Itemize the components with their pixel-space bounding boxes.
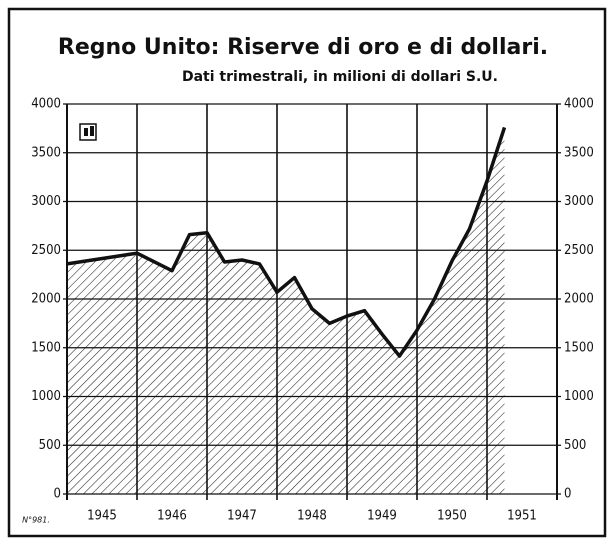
- y-tick-label: 4000: [31, 97, 61, 112]
- x-tick-label: 1950: [437, 509, 467, 524]
- y2-tick-label: 3500: [564, 145, 594, 160]
- y2-tick-label: 3000: [564, 194, 594, 209]
- chart-subtitle: Dati trimestrali, in milioni di dollari …: [182, 69, 498, 85]
- y-tick-label: 3000: [31, 194, 61, 209]
- y2-tick-label: 0: [564, 487, 571, 502]
- icon: [79, 123, 97, 141]
- y-tick-label: 1000: [31, 389, 61, 404]
- x-tick-label: 1946: [157, 509, 187, 524]
- y-tick-label: 3500: [31, 145, 61, 160]
- y2-tick-label: 4000: [564, 97, 594, 112]
- y-tick-label: 1500: [31, 340, 61, 355]
- y2-tick-label: 1000: [564, 389, 594, 404]
- y-tick-label: 0: [54, 487, 61, 502]
- y2-tick-label: 2500: [564, 243, 594, 258]
- y-tick-label: 2500: [31, 243, 61, 258]
- y2-tick-label: 500: [564, 438, 586, 453]
- x-tick-label: 1951: [507, 509, 537, 524]
- frame: [7, 7, 607, 538]
- line: [66, 126, 507, 358]
- x-tick-label: 1947: [227, 509, 257, 524]
- y-tick-label: 500: [39, 438, 61, 453]
- chart-title: Regno Unito: Riserve di oro e di dollari…: [58, 35, 548, 60]
- x-tick-label: 1949: [367, 509, 397, 524]
- y2-tick-label: 1500: [564, 340, 594, 355]
- y2-tick-label: 2000: [564, 292, 594, 307]
- x-tick-label: 1945: [87, 509, 117, 524]
- area: [67, 127, 505, 495]
- note: N°981.: [22, 516, 50, 525]
- y-tick-label: 2000: [31, 292, 61, 307]
- x-tick-label: 1948: [297, 509, 327, 524]
